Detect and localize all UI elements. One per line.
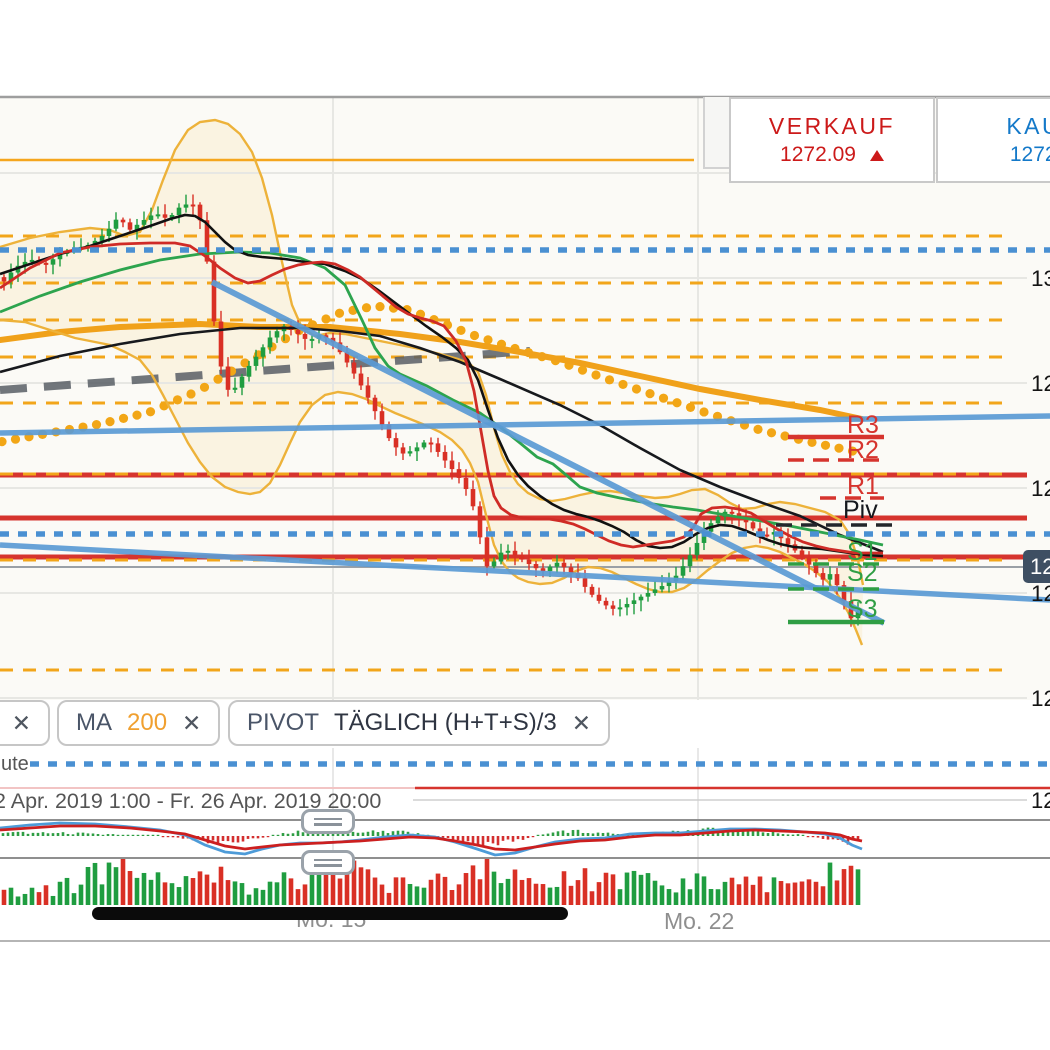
quote-panel-sliver xyxy=(703,97,729,169)
price-axis-label: 1300 xyxy=(1031,266,1050,291)
sell-price: 1272.09 xyxy=(780,143,856,166)
sell-label: VERKAUF xyxy=(768,113,896,139)
price-up-triangle-icon xyxy=(869,149,884,161)
pivot-label-s2: S2 xyxy=(847,559,878,587)
pivot-label-piv: Piv xyxy=(843,496,878,524)
range-slider-handle-bottom[interactable] xyxy=(301,850,355,875)
remove-indicator-icon[interactable]: ✕ xyxy=(571,709,592,736)
blue-trend-flat xyxy=(0,413,1050,436)
pivot-label-s3: S3 xyxy=(847,595,878,623)
x-axis-label: Mo. 22 xyxy=(664,908,735,934)
chip-ma-param: 200 xyxy=(127,709,168,736)
pivot-label-r3: R3 xyxy=(847,411,879,439)
pivot-label-r1: R1 xyxy=(847,472,879,500)
remove-indicator-icon[interactable]: ✕ xyxy=(182,709,202,736)
pivot-label-r2: R2 xyxy=(847,436,879,464)
pivot-label-s1: S1 xyxy=(847,538,878,566)
horizontal-scrollbar[interactable] xyxy=(92,907,568,920)
indicator-chip-ma[interactable]: MA 200 ✕ xyxy=(57,700,221,746)
chip-pivot-name: PIVOT xyxy=(247,709,320,736)
buy-button[interactable]: KAUF 1272.4 xyxy=(936,97,1050,183)
price-axis-label: 1270 xyxy=(1031,581,1050,606)
current-price-badge: 1272 xyxy=(1023,550,1050,583)
chip-pivot-param: TÄGLICH (H+T+S)/3 xyxy=(334,709,557,736)
price-axis-label: 1280 xyxy=(1031,476,1050,501)
blue-trend-steep xyxy=(210,279,886,626)
ma200-line xyxy=(0,320,865,422)
timeframe-label: ute xyxy=(1,753,29,775)
indicator-chip-pivot[interactable]: PIVOT TÄGLICH (H+T+S)/3 ✕ xyxy=(228,700,611,746)
navigator-price-label: 1272 xyxy=(1031,788,1050,813)
range-slider-handle-top[interactable] xyxy=(301,809,355,834)
indicator-chip-clipped[interactable]: ✕ xyxy=(0,700,50,746)
buy-label: KAUF xyxy=(1006,113,1050,139)
price-axis-label: 1260 xyxy=(1031,686,1050,711)
chip-ma-name: MA xyxy=(76,709,112,736)
sell-button[interactable]: VERKAUF 1272.09 xyxy=(729,97,935,183)
buy-price: 1272.4 xyxy=(1009,143,1050,166)
remove-indicator-icon[interactable]: ✕ xyxy=(11,709,31,736)
price-axis-label: 1290 xyxy=(1031,371,1050,396)
blue-trend-lower xyxy=(0,542,1050,603)
